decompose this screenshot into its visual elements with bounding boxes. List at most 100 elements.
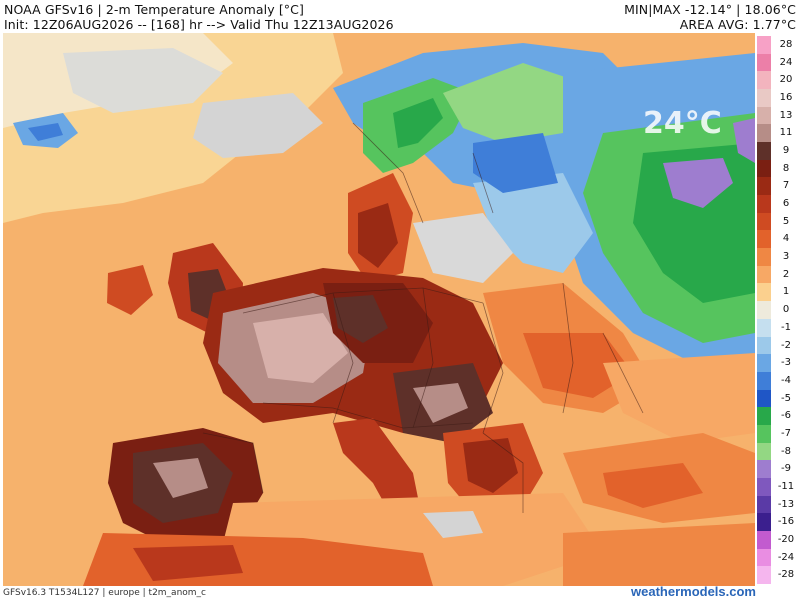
neutral-patch-west <box>63 48 223 113</box>
legend-row: -20 <box>757 530 799 549</box>
legend-row: 20 <box>757 71 799 90</box>
legend-row: 11 <box>757 124 799 143</box>
legend-row: -6 <box>757 407 799 425</box>
legend-row: -11 <box>757 477 799 496</box>
legend-swatch <box>757 442 771 461</box>
legend-swatch <box>757 336 771 355</box>
legend-swatch <box>757 460 771 478</box>
brand-link[interactable]: weathermodels.com <box>631 584 756 599</box>
legend-label: 7 <box>782 180 790 192</box>
legend-row: 28 <box>757 36 799 54</box>
legend-label: -4 <box>781 374 791 386</box>
legend-swatch <box>757 354 771 372</box>
legend-row: -2 <box>757 336 799 355</box>
russia-purple-small <box>733 118 755 163</box>
legend-label: -11 <box>777 480 795 492</box>
egypt-warm <box>563 523 755 586</box>
legend-label: 20 <box>779 74 793 86</box>
legend-swatch <box>757 548 771 567</box>
legend-label: -5 <box>781 392 791 404</box>
legend-label: 3 <box>782 251 790 263</box>
legend-label: -28 <box>777 569 795 581</box>
legend-swatch <box>757 36 771 54</box>
legend-label: 6 <box>782 198 790 210</box>
baltic-neutral <box>413 213 513 283</box>
balkans-hot <box>463 438 518 493</box>
legend-row: -7 <box>757 424 799 443</box>
legend-label: -13 <box>777 498 795 510</box>
legend-swatch <box>757 106 771 125</box>
legend-row: 8 <box>757 159 799 178</box>
legend-swatch <box>757 477 771 496</box>
legend-label: -7 <box>781 427 791 439</box>
russia-purple <box>663 158 733 208</box>
legend-swatch <box>757 53 771 72</box>
watermark-logo: 24°C <box>643 106 722 141</box>
legend-label: 9 <box>782 145 790 157</box>
color-scale-legend: 28 24 20 16 13 11 9 8 7 6 5 4 3 2 1 0 -1 -2 -3 -4 -5 -6 -7 -8 -9… <box>757 36 799 584</box>
legend-row: 24 <box>757 53 799 72</box>
legend-label: -9 <box>781 463 791 475</box>
legend-swatch <box>757 424 771 443</box>
legend-row: -3 <box>757 354 799 372</box>
neutral-patch-iceland <box>193 93 323 158</box>
turkey-hot <box>603 463 703 508</box>
legend-label: 16 <box>779 92 793 104</box>
legend-row: -24 <box>757 548 799 567</box>
legend-swatch <box>757 283 771 302</box>
legend-label: 28 <box>779 39 793 50</box>
legend-row: 2 <box>757 265 799 284</box>
legend-swatch <box>757 371 771 390</box>
germany-extreme <box>333 295 388 343</box>
legend-label: 2 <box>782 268 790 280</box>
legend-swatch <box>757 495 771 514</box>
legend-label: 4 <box>782 233 790 245</box>
temperature-anomaly-map: 24°C <box>3 33 755 586</box>
legend-row: 13 <box>757 106 799 125</box>
legend-swatch <box>757 212 771 231</box>
north-africa-hot <box>133 545 243 581</box>
run-info: Init: 12Z06AUG2026 -- [168] hr --> Valid… <box>4 17 394 32</box>
legend-row: -4 <box>757 371 799 390</box>
sweden-hot <box>358 203 398 268</box>
ireland-warm <box>107 265 153 315</box>
legend-swatch <box>757 248 771 266</box>
legend-row: -5 <box>757 389 799 408</box>
legend-swatch <box>757 71 771 90</box>
finland-blue <box>473 133 558 193</box>
legend-swatch <box>757 195 771 213</box>
legend-row: -16 <box>757 513 799 531</box>
legend-swatch <box>757 301 771 319</box>
legend-label: -1 <box>781 321 791 333</box>
legend-label: 0 <box>782 304 790 316</box>
iberia-mauve <box>153 458 208 498</box>
legend-swatch <box>757 177 771 196</box>
legend-swatch <box>757 407 771 425</box>
legend-row: -8 <box>757 442 799 461</box>
legend-row: 0 <box>757 301 799 319</box>
legend-label: 11 <box>779 127 793 139</box>
legend-row: -28 <box>757 566 799 584</box>
legend-row: 4 <box>757 230 799 249</box>
legend-swatch <box>757 142 771 160</box>
norway-green-core <box>393 98 443 148</box>
legend-swatch <box>757 89 771 107</box>
legend-swatch <box>757 318 771 337</box>
map-title: NOAA GFSv16 | 2-m Temperature Anomaly [°… <box>4 2 304 17</box>
legend-row: 9 <box>757 142 799 160</box>
legend-row: -1 <box>757 318 799 337</box>
france-extreme-core <box>253 313 348 383</box>
legend-label: 24 <box>779 56 793 68</box>
ukraine-warm <box>523 333 633 398</box>
legend-row: 6 <box>757 195 799 213</box>
legend-row: 5 <box>757 212 799 231</box>
legend-label: 1 <box>782 286 790 298</box>
legend-label: -20 <box>777 533 795 545</box>
legend-swatch <box>757 265 771 284</box>
legend-row: -9 <box>757 460 799 478</box>
min-max-readout: MIN|MAX -12.14° | 18.06°C <box>624 2 796 17</box>
neutral-med <box>423 511 483 538</box>
lapland-green <box>443 63 583 143</box>
cold-patch-atlantic-core <box>28 123 63 141</box>
legend-swatch <box>757 566 771 584</box>
